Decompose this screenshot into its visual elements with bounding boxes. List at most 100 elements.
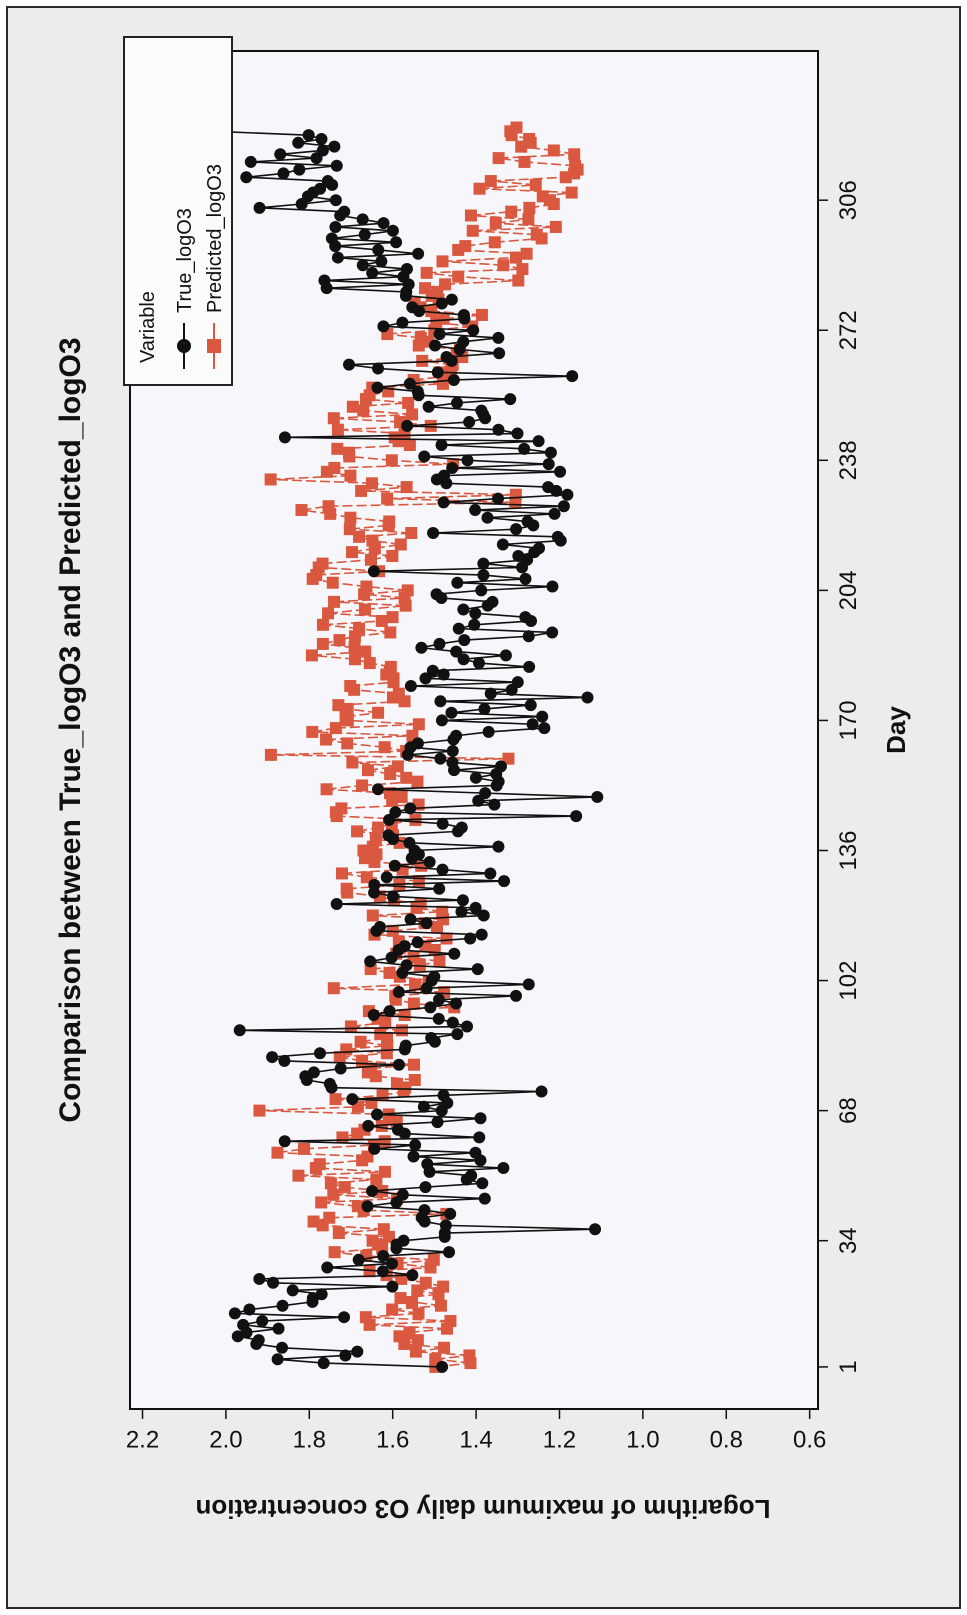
series-segment <box>347 708 379 714</box>
series-segment <box>442 256 517 263</box>
series-segment <box>407 421 470 427</box>
legend-marker-predicted-square <box>207 339 221 353</box>
series-segment <box>372 1186 426 1192</box>
series-segment <box>346 1044 388 1051</box>
true-point <box>334 1062 347 1075</box>
series-segment <box>426 272 459 278</box>
series-segment <box>457 581 553 588</box>
series-segment <box>437 1117 481 1123</box>
series-segment <box>259 1109 389 1116</box>
series-segment <box>373 570 484 576</box>
series-segment <box>327 608 366 615</box>
series-segment <box>375 1075 415 1081</box>
series-segment <box>370 960 407 967</box>
predicted-point <box>253 1104 266 1117</box>
series-segment <box>335 241 397 247</box>
series-segment <box>374 884 440 890</box>
series-segment <box>391 459 454 465</box>
true-point <box>461 1020 474 1033</box>
predicted-point <box>297 1142 310 1155</box>
series-segment <box>358 536 373 542</box>
true-point <box>276 1341 289 1354</box>
y-tick-label: 0.6 <box>793 1426 826 1453</box>
series-segment <box>418 394 511 400</box>
series-segment <box>259 1105 358 1112</box>
series-segment <box>419 310 464 316</box>
series-segment <box>388 830 458 836</box>
series-segment <box>352 1094 444 1100</box>
series-segment <box>361 486 407 492</box>
x-tick-label: 102 <box>835 961 862 1001</box>
series-segment <box>280 149 323 156</box>
series-segment <box>410 685 512 691</box>
y-tick-label: 1.8 <box>293 1426 326 1453</box>
series-segment <box>277 1358 324 1364</box>
series-segment <box>393 895 463 902</box>
series-segment <box>301 509 331 515</box>
series-segment <box>389 819 443 825</box>
series-segment <box>311 654 356 661</box>
series-segment <box>478 662 530 668</box>
series-segment <box>386 872 491 879</box>
series-segment <box>410 681 518 687</box>
series-segment <box>395 811 577 817</box>
series-segment <box>377 367 438 374</box>
series-segment <box>437 371 573 377</box>
series-segment <box>456 650 506 657</box>
series-segment <box>364 589 408 595</box>
series-segment <box>318 566 380 573</box>
true-point <box>589 1223 602 1236</box>
series-segment <box>479 187 572 194</box>
series-segment <box>350 1025 403 1032</box>
series-segment <box>366 876 419 882</box>
series-segment <box>326 734 413 741</box>
series-segment <box>250 161 337 167</box>
predicted-point <box>336 1131 349 1144</box>
series-segment <box>371 1063 415 1070</box>
series-segment <box>338 700 405 706</box>
series-segment <box>335 222 384 228</box>
series-segment <box>383 325 474 332</box>
series-segment <box>472 229 537 236</box>
series-segment <box>456 398 511 404</box>
true-point <box>366 1184 379 1197</box>
series-True_logO3 <box>199 121 604 1373</box>
series-segment <box>335 1094 383 1100</box>
series-segment <box>406 964 478 970</box>
series-segment <box>303 1144 374 1150</box>
series-segment <box>443 497 499 504</box>
series-segment <box>326 287 407 293</box>
series-segment <box>402 968 478 974</box>
series-segment <box>441 719 533 726</box>
series-segment <box>402 1193 485 1200</box>
series-segment <box>498 153 575 159</box>
series-segment <box>425 1182 483 1188</box>
true-point <box>465 1169 478 1182</box>
y-tick-label: 1.2 <box>543 1426 576 1453</box>
legend-label-true: True_logO3 <box>174 208 196 313</box>
series-segment <box>350 681 394 687</box>
series-segment <box>402 317 465 324</box>
series-segment <box>337 256 382 263</box>
series-segment <box>392 1304 442 1311</box>
series-segment <box>378 788 486 794</box>
series-segment <box>333 1193 398 1200</box>
series-segment <box>259 203 302 209</box>
series-segment <box>362 264 408 270</box>
series-segment <box>321 1201 358 1208</box>
series-segment <box>316 570 380 576</box>
series-segment <box>443 501 564 508</box>
series-segment <box>413 1151 476 1158</box>
series-segment <box>322 558 372 565</box>
series-segment <box>433 528 517 534</box>
true-point <box>368 1142 381 1155</box>
series-segment <box>404 1132 480 1139</box>
series-segment <box>379 922 427 928</box>
series-segment <box>339 1052 387 1058</box>
series-segment <box>440 696 588 703</box>
predicted-point <box>313 1158 326 1171</box>
series-segment <box>521 145 554 152</box>
series-segment <box>246 172 284 179</box>
x-tick-label: 170 <box>835 700 862 740</box>
series-segment <box>440 700 531 706</box>
